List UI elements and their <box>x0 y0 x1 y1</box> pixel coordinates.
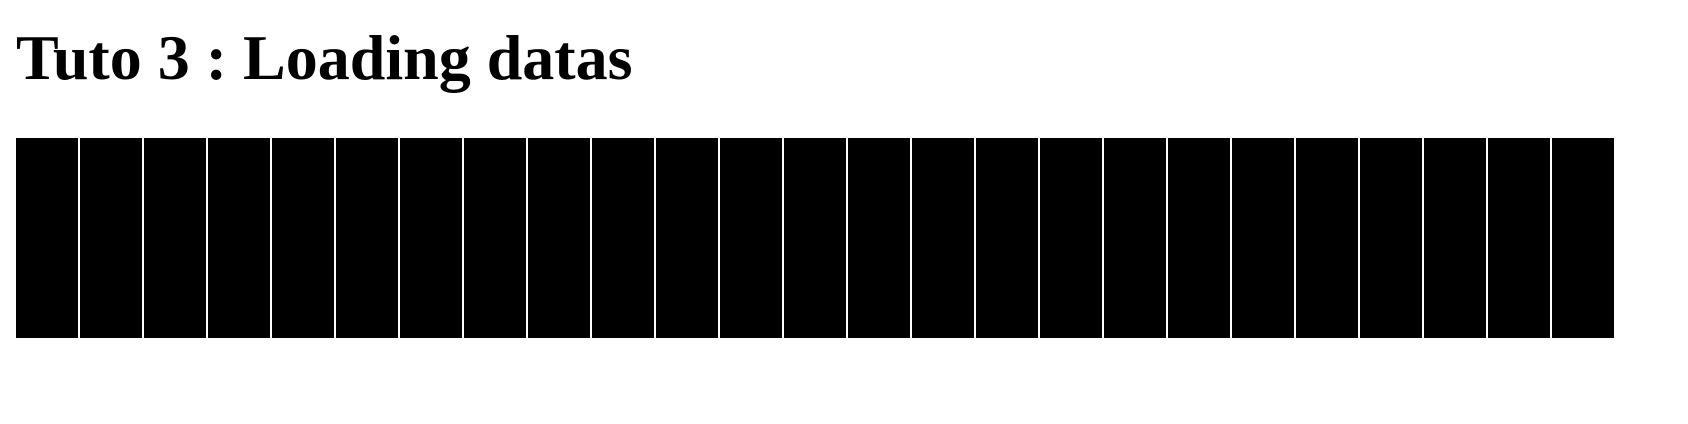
page-title: Tuto 3 : Loading datas <box>16 22 633 93</box>
data-block <box>592 138 654 338</box>
data-block <box>208 138 270 338</box>
data-block <box>1296 138 1358 338</box>
data-block <box>336 138 398 338</box>
data-block <box>16 138 78 338</box>
data-block <box>976 138 1038 338</box>
data-block <box>1168 138 1230 338</box>
data-block <box>656 138 718 338</box>
data-block <box>1360 138 1422 338</box>
data-block <box>784 138 846 338</box>
data-block <box>1424 138 1486 338</box>
data-block <box>80 138 142 338</box>
data-block <box>848 138 910 338</box>
data-block <box>144 138 206 338</box>
data-block <box>1232 138 1294 338</box>
data-block <box>1040 138 1102 338</box>
block-row <box>16 138 1614 338</box>
data-block <box>1552 138 1614 338</box>
data-block <box>1488 138 1550 338</box>
data-block <box>464 138 526 338</box>
data-block <box>272 138 334 338</box>
data-block <box>720 138 782 338</box>
data-block <box>912 138 974 338</box>
data-block <box>400 138 462 338</box>
data-block <box>528 138 590 338</box>
data-block <box>1104 138 1166 338</box>
